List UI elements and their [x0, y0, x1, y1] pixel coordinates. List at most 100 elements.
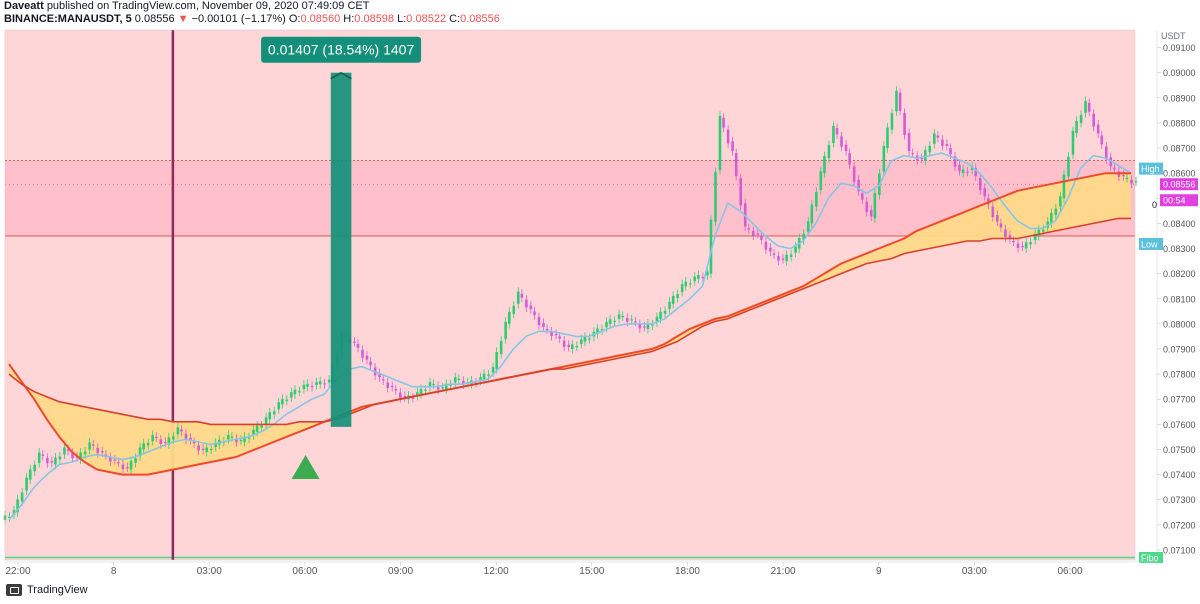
candle-body [727, 130, 730, 144]
candle-body [521, 294, 524, 298]
candle-body [290, 392, 293, 397]
candle-body [495, 352, 498, 369]
y-tick-label: 0.08000 [1163, 319, 1196, 329]
candle-body [983, 188, 986, 196]
candle-body [920, 158, 923, 159]
candle-body [752, 231, 755, 236]
candle-body [25, 478, 28, 491]
candle-body [117, 462, 120, 463]
candle-body [836, 128, 839, 134]
candle-body [130, 461, 133, 470]
candle-body [1025, 242, 1028, 248]
candle-body [281, 399, 284, 404]
candle-body [820, 171, 823, 190]
x-tick-label: 15:00 [579, 566, 604, 577]
candle-body [823, 156, 826, 173]
candle-body [895, 91, 898, 111]
y-tick-label: 0.07800 [1163, 370, 1196, 380]
y-axis: USDT0.091000.090000.089000.088000.087000… [1157, 30, 1196, 565]
candle-body [294, 390, 297, 395]
y-tick-label: 0.07900 [1163, 345, 1196, 355]
candle-body [664, 311, 667, 314]
candle-body [1059, 196, 1062, 206]
currency-label: USDT [1161, 31, 1186, 41]
candle-body [96, 448, 99, 453]
y-tick-label: 0.09000 [1163, 68, 1196, 78]
candle-body [899, 93, 902, 111]
candle-body [870, 210, 873, 216]
candle-body [903, 113, 906, 135]
y-tick-label: 0.08900 [1163, 93, 1196, 103]
candle-body [88, 442, 91, 449]
y-tick-label: 0.07400 [1163, 470, 1196, 480]
candle-body [46, 458, 49, 463]
x-tick-label: 09:00 [388, 566, 413, 577]
candle-body [840, 136, 843, 146]
x-tick-label: 8 [111, 566, 117, 577]
candle-body [205, 447, 208, 452]
candle-body [202, 449, 205, 450]
candle-body [865, 202, 868, 212]
candle-body [580, 339, 583, 344]
candle-body [785, 255, 788, 261]
y-tick-label: 0.08700 [1163, 144, 1196, 154]
candle-body [811, 205, 814, 224]
candle-body [946, 144, 949, 146]
candle-body [769, 248, 772, 252]
candle-body [739, 178, 742, 205]
candle-body [51, 461, 54, 462]
candle-body [151, 435, 154, 441]
candle-body [966, 172, 969, 173]
measure-label: 0.01407 (18.54%) 1407 [268, 42, 415, 58]
candle-body [886, 128, 889, 148]
candle-body [1130, 180, 1133, 184]
candle-body [672, 296, 675, 304]
candle-body [621, 316, 624, 317]
candle-body [853, 166, 856, 181]
candle-body [681, 284, 684, 292]
y-tick-label: 0.07300 [1163, 495, 1196, 505]
candle-body [1042, 230, 1045, 232]
brand-name: TradingView [27, 584, 88, 596]
x-tick-label: 06:00 [292, 566, 317, 577]
candle-body [432, 384, 435, 385]
candle-body [172, 436, 175, 439]
x-tick-label: 12:00 [484, 566, 509, 577]
candle-body [399, 393, 402, 398]
candle-body [626, 318, 629, 322]
y-tick-label: 0.07200 [1163, 520, 1196, 530]
x-tick-label: 21:00 [771, 566, 796, 577]
current-left-label: 0 [1152, 200, 1157, 210]
candle-body [319, 381, 322, 384]
candle-body [962, 169, 965, 173]
tradingview-logo-icon [6, 584, 22, 596]
candle-body [848, 153, 851, 164]
candle-body [63, 447, 66, 454]
candle-body [693, 277, 696, 282]
candle-body [928, 146, 931, 152]
candle-body [697, 275, 700, 279]
candle-body [126, 467, 129, 468]
y-tick-label: 0.09100 [1163, 43, 1196, 53]
candle-body [676, 294, 679, 298]
candle-body [618, 314, 621, 319]
candle-body [386, 382, 389, 387]
candle-body [1126, 178, 1129, 179]
candle-body [659, 312, 662, 319]
candle-body [719, 116, 722, 170]
candle-body [134, 458, 137, 463]
candle-body [937, 135, 940, 137]
candle-body [891, 113, 894, 129]
candle-body [197, 445, 200, 450]
candle-body [807, 221, 810, 231]
candle-body [1080, 115, 1083, 123]
candle-body [231, 437, 234, 438]
candle-body [382, 379, 385, 380]
candle-body [38, 452, 41, 462]
candle-body [268, 412, 271, 419]
candle-body [782, 259, 785, 260]
candle-body [908, 133, 911, 151]
candle-body [256, 426, 259, 432]
candle-body [832, 126, 835, 143]
